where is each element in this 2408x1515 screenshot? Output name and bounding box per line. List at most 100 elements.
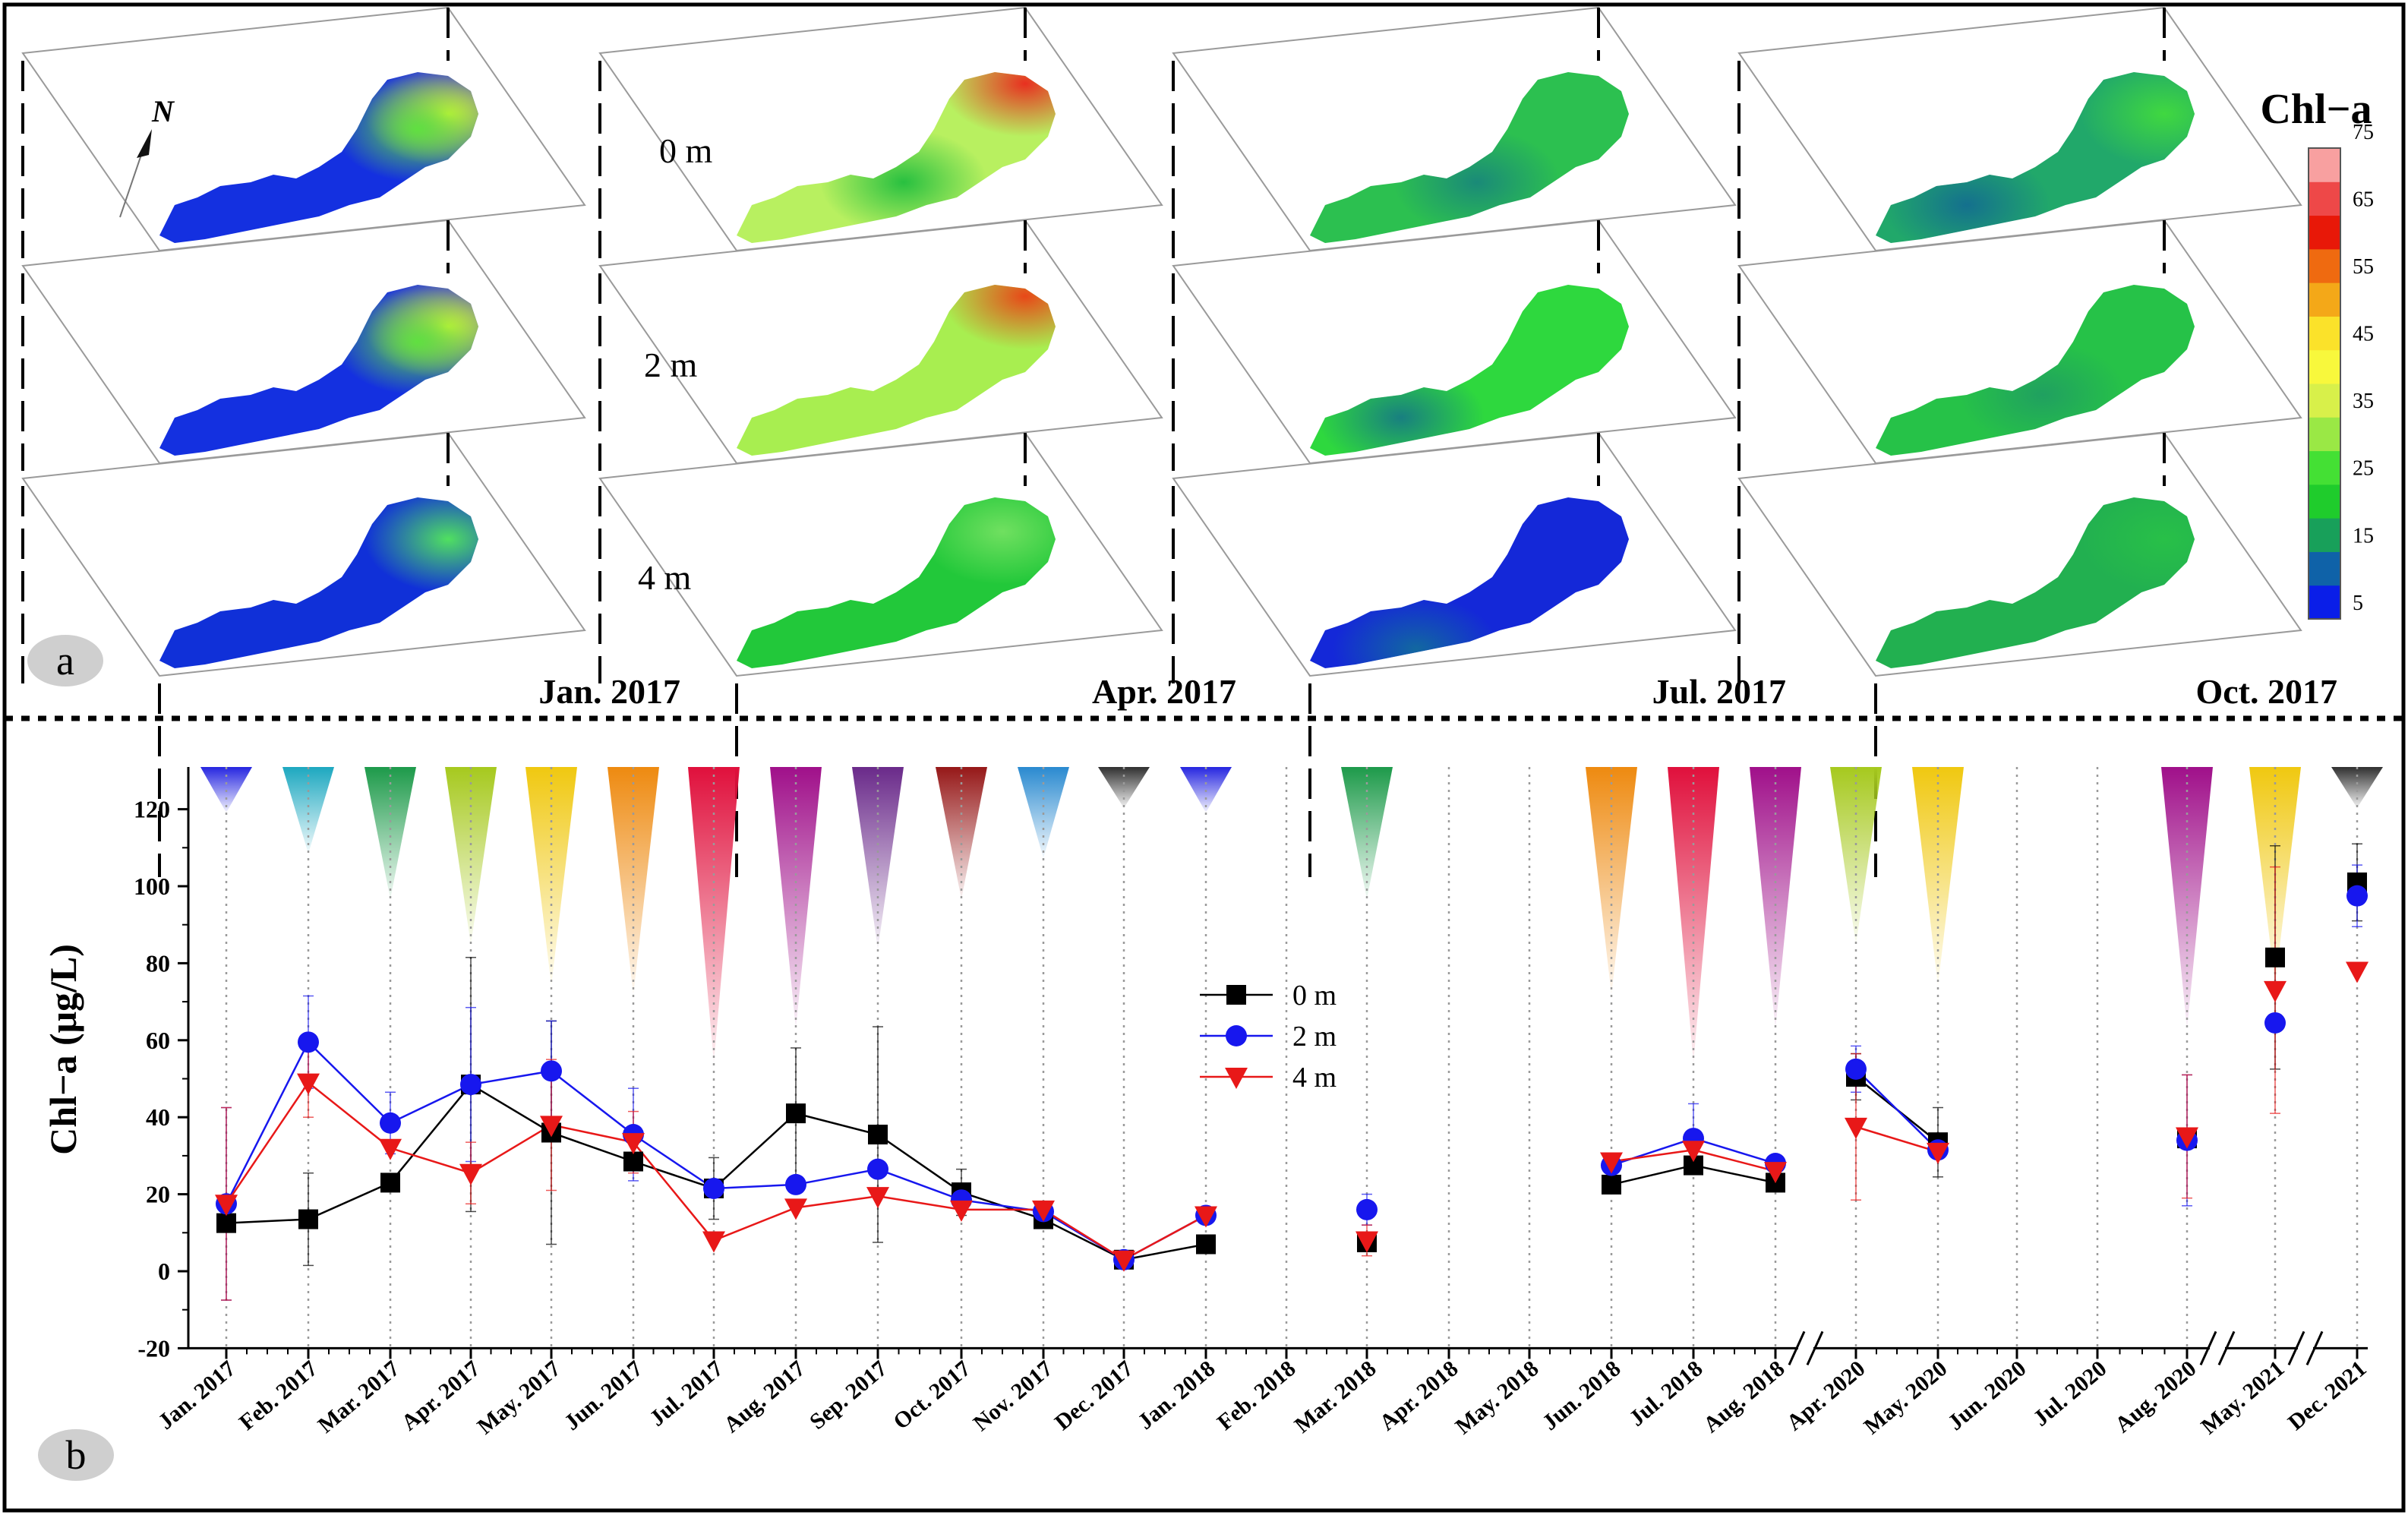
data-point <box>297 1073 320 1095</box>
x-tick-label: Jul. 2020 <box>2028 1356 2111 1431</box>
colorbar-tick-label: 65 <box>2353 188 2374 211</box>
data-point <box>1764 1162 1787 1184</box>
x-tick-label: Apr. 2020 <box>1782 1356 1870 1435</box>
colorbar-swatch <box>2309 248 2340 283</box>
depth-label-0m: 0 m <box>659 131 713 170</box>
colorbar-swatch <box>2309 349 2340 384</box>
map-slab <box>598 6 1163 452</box>
data-point <box>785 1173 806 1195</box>
legend: 0 m 2 m 4 m <box>1200 980 1337 1094</box>
colorbar-title: Chl−a <box>2260 86 2372 133</box>
month-cone <box>1668 767 1719 1063</box>
month-cones <box>200 767 2383 1063</box>
month-cone <box>445 767 497 945</box>
axis-break <box>2287 1330 2305 1366</box>
x-tick-label: May. 2017 <box>472 1356 565 1439</box>
map-month-label-oct-2017: Oct. 2017 <box>2195 672 2337 711</box>
map-slab <box>21 219 586 664</box>
data-point <box>623 1151 643 1172</box>
colorbar-tick-label: 45 <box>2353 323 2374 346</box>
panel-a-maps: 0 m 2 m 4 m N Jan. 2017 Apr. 2017 Jul. 2… <box>21 6 2374 877</box>
data-point <box>540 1116 563 1138</box>
colorbar-swatch <box>2309 215 2340 250</box>
map-month-label-jan-2017: Jan. 2017 <box>538 672 680 711</box>
lake-surface <box>1310 72 1629 243</box>
colorbar-tick-label: 55 <box>2353 255 2374 279</box>
y-tick-label: 80 <box>146 949 170 977</box>
data-point <box>215 1195 238 1217</box>
data-point <box>1195 1206 1217 1228</box>
x-tick-label: Sep. 2017 <box>805 1356 892 1434</box>
series-markers <box>215 872 2369 1272</box>
data-point <box>784 1198 807 1220</box>
colorbar-swatch <box>2309 484 2340 519</box>
x-tick-label: Aug. 2017 <box>719 1356 810 1438</box>
lake-hotspot <box>2081 72 2195 167</box>
data-point <box>379 1138 402 1160</box>
colorbar-tick-label: 75 <box>2353 121 2374 144</box>
data-point <box>1225 1068 1248 1089</box>
data-point <box>868 1125 888 1145</box>
map-slab <box>1737 6 2302 452</box>
y-axis-label: Chl−a (μg/L) <box>42 944 84 1155</box>
data-point <box>380 1112 401 1134</box>
colorbar-swatch <box>2309 417 2340 452</box>
data-point <box>866 1187 889 1209</box>
colorbar-tick-label: 25 <box>2353 457 2374 481</box>
x-tick-label: May. 2020 <box>1859 1356 1952 1439</box>
data-point <box>1845 1058 1867 1080</box>
month-cone <box>1098 767 1150 808</box>
data-point <box>1602 1174 1621 1195</box>
depth-label-4m: 4 m <box>638 558 692 597</box>
x-tick-label: Aug. 2018 <box>1699 1356 1790 1438</box>
colorbar-swatch <box>2309 551 2340 586</box>
lake-surface <box>1876 285 2195 456</box>
colorbar-swatch <box>2309 181 2340 216</box>
panel-b-badge-letter: b <box>66 1432 87 1478</box>
axes: -20 0 20 40 60 80 100 120 <box>134 767 2368 1366</box>
data-point <box>2346 885 2368 907</box>
colorbar-swatches <box>2308 147 2341 620</box>
y-tick-label: 60 <box>146 1027 170 1054</box>
month-cone <box>525 767 577 986</box>
data-point <box>1682 1141 1705 1163</box>
colorbar-swatch <box>2309 282 2340 317</box>
north-label: N <box>151 94 175 128</box>
data-point <box>1845 1117 1867 1139</box>
x-tick-label: Dec. 2017 <box>1050 1356 1138 1435</box>
x-tick-label: Aug. 2020 <box>2110 1356 2201 1438</box>
month-cone <box>688 767 740 1063</box>
lake-hotspot <box>365 497 478 592</box>
colorbar-swatch <box>2309 316 2340 351</box>
map-slab <box>1737 219 2302 664</box>
data-point <box>1226 985 1246 1005</box>
legend-label: 0 m <box>1292 980 1337 1012</box>
x-tick-label: May. 2018 <box>1450 1356 1543 1439</box>
colorbar-swatch <box>2309 383 2340 418</box>
x-tick-label: Jun. 2020 <box>1943 1356 2031 1435</box>
month-cone <box>1830 767 1882 945</box>
lake-hotspot <box>942 285 1056 349</box>
y-tick-label: 20 <box>146 1181 170 1208</box>
lake-hotspot <box>2081 497 2195 592</box>
data-point <box>2264 980 2286 1002</box>
x-tick-label: Jun. 2018 <box>1538 1356 1626 1435</box>
x-tick-label: Jan. 2018 <box>1133 1356 1220 1434</box>
map-slab <box>21 6 586 452</box>
depth-label-2m: 2 m <box>644 346 698 384</box>
colorbar: Chl−a 5 15 25 35 45 55 65 75 <box>2260 86 2374 620</box>
month-cone <box>936 767 987 899</box>
map-slab <box>1172 6 1737 452</box>
x-tick-label: Oct. 2017 <box>888 1356 975 1434</box>
data-point <box>460 1074 481 1096</box>
data-point <box>2176 1127 2198 1149</box>
north-arrow-icon: N <box>119 94 175 218</box>
colorbar-swatch <box>2309 585 2340 620</box>
series-lines <box>225 1040 1939 1261</box>
y-tick-label: 0 <box>158 1258 170 1285</box>
colorbar-ticks: 5 15 25 35 45 55 65 75 <box>2353 121 2374 615</box>
data-point <box>1600 1152 1623 1174</box>
x-tick-label: Feb. 2017 <box>235 1356 323 1435</box>
